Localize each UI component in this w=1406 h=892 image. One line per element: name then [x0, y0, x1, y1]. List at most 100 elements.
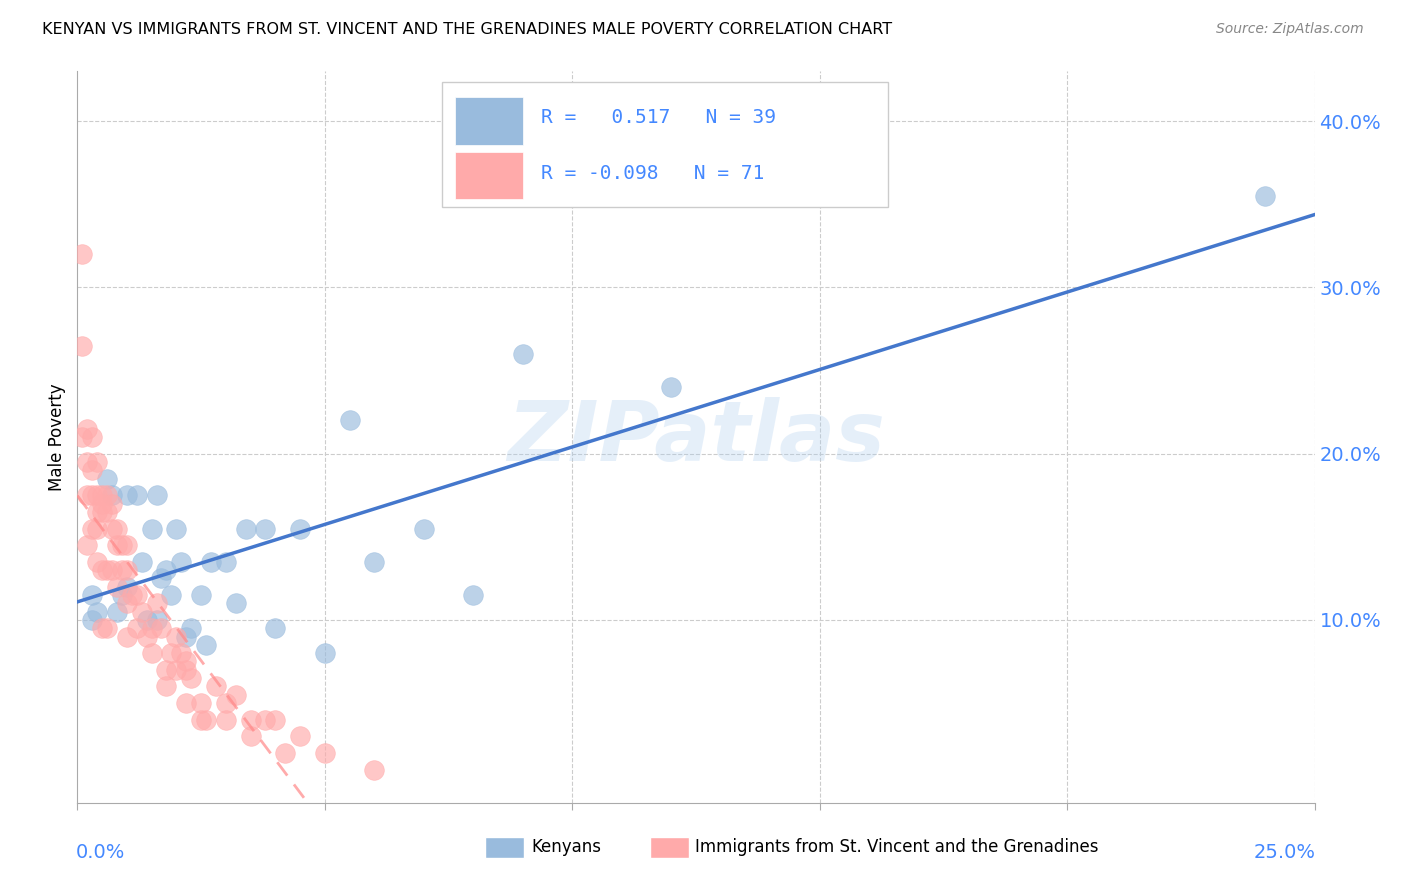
Point — [155, 563, 177, 577]
Point — [82, 521, 104, 535]
Point — [86, 555, 108, 569]
Point — [91, 488, 114, 502]
Point — [82, 463, 104, 477]
Point — [165, 630, 187, 644]
Text: R = -0.098   N = 71: R = -0.098 N = 71 — [541, 164, 765, 183]
Point — [145, 596, 167, 610]
Point — [105, 521, 128, 535]
Point — [101, 488, 124, 502]
Point — [190, 696, 212, 710]
FancyBboxPatch shape — [443, 82, 887, 207]
Point — [96, 472, 118, 486]
Point — [141, 646, 163, 660]
Point — [239, 713, 262, 727]
Point — [105, 538, 128, 552]
Point — [174, 630, 197, 644]
Point — [115, 580, 138, 594]
Point — [254, 713, 277, 727]
Text: ZIPatlas: ZIPatlas — [508, 397, 884, 477]
Point — [170, 555, 193, 569]
Point — [72, 247, 94, 261]
Point — [195, 638, 218, 652]
Point — [512, 347, 534, 361]
Text: 0.0%: 0.0% — [76, 843, 125, 862]
Point — [160, 588, 183, 602]
Point — [141, 621, 163, 635]
Point — [155, 663, 177, 677]
Point — [225, 596, 247, 610]
Text: R =   0.517   N = 39: R = 0.517 N = 39 — [541, 108, 776, 127]
Point — [96, 563, 118, 577]
Point — [131, 605, 153, 619]
Point — [145, 613, 167, 627]
Point — [215, 555, 238, 569]
Point — [125, 621, 148, 635]
Point — [111, 563, 134, 577]
FancyBboxPatch shape — [454, 97, 523, 145]
Text: KENYAN VS IMMIGRANTS FROM ST. VINCENT AND THE GRENADINES MALE POVERTY CORRELATIO: KENYAN VS IMMIGRANTS FROM ST. VINCENT AN… — [42, 22, 893, 37]
Point — [195, 713, 218, 727]
Point — [76, 488, 98, 502]
Point — [174, 663, 197, 677]
Point — [82, 588, 104, 602]
Point — [463, 588, 485, 602]
Point — [165, 663, 187, 677]
Point — [150, 571, 173, 585]
Point — [170, 646, 193, 660]
Point — [200, 555, 222, 569]
Point — [91, 505, 114, 519]
Point — [190, 713, 212, 727]
Point — [101, 521, 124, 535]
Point — [1254, 189, 1277, 203]
Point — [141, 521, 163, 535]
Point — [125, 588, 148, 602]
Point — [86, 455, 108, 469]
Point — [86, 521, 108, 535]
Point — [363, 555, 385, 569]
Point — [96, 621, 118, 635]
FancyBboxPatch shape — [454, 152, 523, 200]
Point — [72, 430, 94, 444]
Text: Kenyans: Kenyans — [531, 838, 602, 856]
Point — [314, 646, 336, 660]
Point — [180, 621, 202, 635]
Point — [288, 729, 311, 743]
Point — [190, 588, 212, 602]
Point — [215, 713, 238, 727]
Point — [115, 488, 138, 502]
Point — [659, 380, 682, 394]
Point — [412, 521, 434, 535]
Point — [274, 746, 297, 760]
Point — [215, 696, 238, 710]
Text: 25.0%: 25.0% — [1254, 843, 1316, 862]
Point — [91, 497, 114, 511]
Point — [101, 563, 124, 577]
Point — [180, 671, 202, 685]
Point — [115, 630, 138, 644]
Point — [254, 521, 277, 535]
Point — [76, 422, 98, 436]
Point — [174, 655, 197, 669]
Point — [155, 680, 177, 694]
Point — [72, 338, 94, 352]
Point — [288, 521, 311, 535]
Point — [111, 538, 134, 552]
Point — [82, 430, 104, 444]
Point — [96, 488, 118, 502]
Point — [264, 713, 287, 727]
Point — [121, 588, 143, 602]
Point — [125, 488, 148, 502]
Point — [205, 680, 228, 694]
Point — [82, 488, 104, 502]
Point — [314, 746, 336, 760]
Point — [111, 588, 134, 602]
Point — [363, 763, 385, 777]
Point — [115, 563, 138, 577]
Text: Source: ZipAtlas.com: Source: ZipAtlas.com — [1216, 22, 1364, 37]
Point — [105, 580, 128, 594]
Point — [160, 646, 183, 660]
Point — [174, 696, 197, 710]
Point — [135, 630, 157, 644]
Point — [105, 605, 128, 619]
Point — [91, 563, 114, 577]
